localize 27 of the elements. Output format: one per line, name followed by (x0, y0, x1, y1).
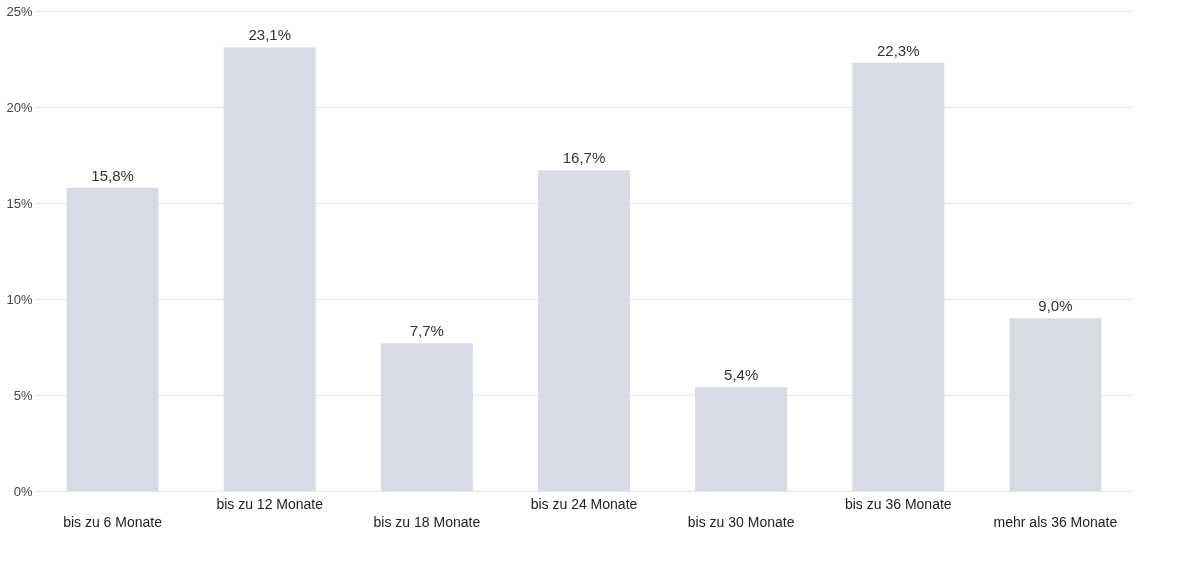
x-tick-label: bis zu 30 Monate (687, 513, 795, 530)
x-tick-label: bis zu 18 Monate (373, 513, 481, 530)
data-label: 7,7% (409, 322, 444, 340)
x-tick-label: bis zu 24 Monate (530, 495, 638, 512)
bar (223, 47, 316, 491)
data-label: 5,4% (724, 366, 759, 384)
y-tick-label: 10% (6, 291, 33, 307)
x-tick-label: bis zu 12 Monate (216, 495, 324, 512)
bar (1009, 318, 1102, 491)
data-label: 16,7% (562, 149, 606, 167)
y-tick-label: 5% (13, 387, 33, 403)
bar (66, 187, 159, 491)
x-tick-label: bis zu 36 Monate (844, 495, 952, 512)
x-tick-label: bis zu 6 Monate (63, 513, 163, 530)
data-label: 22,3% (877, 41, 920, 59)
data-label: 9,0% (1038, 297, 1073, 315)
bar (852, 62, 945, 491)
bar (695, 387, 788, 491)
bar (538, 170, 630, 491)
bar (380, 343, 473, 491)
data-label: 15,8% (91, 166, 134, 184)
y-tick-label: 15% (6, 195, 33, 211)
y-tick-label: 0% (13, 483, 33, 499)
data-label: 23,1% (248, 26, 291, 44)
y-tick-label: 25% (6, 3, 33, 19)
x-tick-label: mehr als 36 Monate (993, 513, 1118, 530)
y-tick-label: 20% (6, 99, 33, 115)
